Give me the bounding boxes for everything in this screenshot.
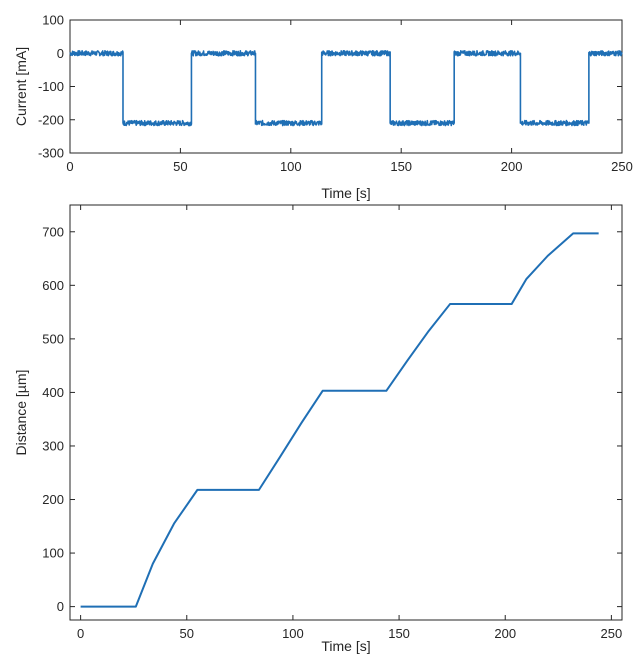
y-tick-label: 400: [42, 385, 64, 400]
x-tick-label: 50: [180, 626, 194, 641]
x-tick-label: 0: [77, 626, 84, 641]
y-axis-label: Current [mA]: [13, 47, 29, 126]
y-tick-label: -200: [38, 112, 64, 127]
y-tick-label: 700: [42, 224, 64, 239]
x-tick-label: 250: [611, 159, 633, 174]
y-tick-label: 100: [42, 546, 64, 561]
x-tick-label: 150: [390, 159, 412, 174]
y-tick-label: -100: [38, 79, 64, 94]
axes-box: [69, 204, 623, 621]
x-axis-label: Time [s]: [321, 185, 370, 201]
y-tick-label: -300: [38, 146, 64, 161]
axes-box: [69, 19, 623, 154]
y-tick-label: 500: [42, 331, 64, 346]
distance-chart: 0 50 100 150 200 250 0 100 200 300 400 500 600 700 Tim…: [13, 204, 623, 654]
y-tick-label: 0: [57, 46, 64, 61]
series-line: [80, 232, 599, 608]
x-axis-label: Time [s]: [321, 638, 370, 654]
x-tick-label: 50: [173, 159, 187, 174]
y-axis-label: Distance [µm]: [13, 370, 29, 456]
x-tick-label: 100: [282, 626, 304, 641]
x-tick-label: 0: [66, 159, 73, 174]
current-chart: 0 50 100 150 200 250 -300 -200 -100 0 100 Time [s] C…: [13, 13, 633, 202]
y-tick-label: 200: [42, 492, 64, 507]
x-tick-label: 200: [494, 626, 516, 641]
x-tick-label: 100: [280, 159, 302, 174]
y-tick-label: 0: [57, 599, 64, 614]
y-tick-label: 100: [42, 13, 64, 28]
y-tick-label: 600: [42, 278, 64, 293]
x-tick-label: 250: [601, 626, 623, 641]
y-tick-label: 300: [42, 438, 64, 453]
x-tick-label: 200: [501, 159, 523, 174]
series-line: [69, 49, 623, 127]
x-tick-label: 150: [388, 626, 410, 641]
